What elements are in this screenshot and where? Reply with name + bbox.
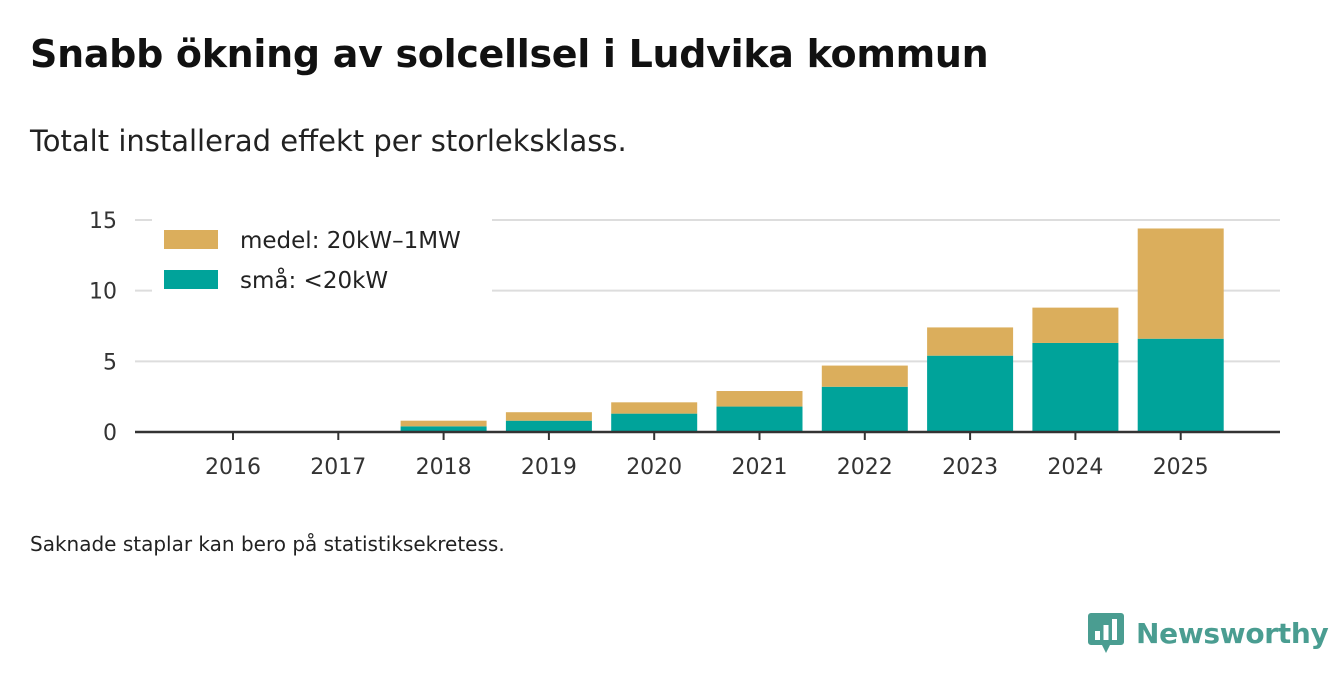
x-tick-label: 2018 — [416, 455, 472, 480]
y-tick-label: 0 — [103, 421, 117, 446]
chart-title: Snabb ökning av solcellsel i Ludvika kom… — [30, 32, 989, 76]
x-tick-label: 2023 — [942, 455, 998, 480]
y-tick-label: 10 — [89, 280, 117, 305]
bar-segment — [1032, 342, 1119, 432]
x-tick-label: 2025 — [1153, 455, 1209, 480]
bar-segment — [1137, 228, 1224, 339]
footnote: Saknade staplar kan bero på statistiksek… — [30, 532, 505, 556]
bar-segment — [400, 420, 487, 427]
bar-segment — [716, 391, 803, 407]
bar-segment — [716, 406, 803, 432]
bar-segment — [611, 413, 698, 432]
stacked-bar-chart: 0 5 10 15 2016 2017 2018 2019 2020 2021 2022 2023 20… — [89, 209, 1280, 480]
legend-label: medel: 20kW–1MW — [240, 228, 461, 254]
x-tick-label: 2020 — [626, 455, 682, 480]
bar-segment — [505, 412, 592, 421]
x-tick-label: 2024 — [1047, 455, 1103, 480]
bar-segment — [611, 402, 698, 414]
brand-logo: Newsworthy — [1088, 608, 1329, 658]
x-tick-label: 2021 — [732, 455, 788, 480]
y-tick-label: 15 — [89, 209, 117, 234]
bars — [400, 228, 1224, 432]
bar-segment — [1032, 307, 1119, 343]
bar-segment — [821, 365, 908, 387]
axes: 0 5 10 15 2016 2017 2018 2019 2020 2021 2022 2023 20… — [89, 209, 1280, 480]
brand-name: Newsworthy — [1136, 616, 1329, 650]
x-tick-label: 2017 — [310, 455, 366, 480]
legend: medel: 20kW–1MW små: <20kW — [152, 216, 492, 294]
legend-swatch — [164, 270, 218, 289]
x-tick-label: 2022 — [837, 455, 893, 480]
bar-segment — [821, 386, 908, 432]
chart-subtitle: Totalt installerad effekt per storlekskl… — [30, 124, 627, 158]
newsworthy-logo-icon — [1088, 613, 1124, 653]
legend-label: små: <20kW — [240, 266, 388, 294]
y-tick-label: 5 — [103, 350, 117, 375]
bar-segment — [927, 355, 1014, 432]
bar-segment — [1137, 338, 1224, 432]
x-tick-label: 2016 — [205, 455, 261, 480]
legend-swatch — [164, 230, 218, 249]
bar-segment — [927, 327, 1014, 356]
bar-segment — [505, 420, 592, 432]
x-tick-label: 2019 — [521, 455, 577, 480]
bar-segment — [400, 426, 487, 432]
